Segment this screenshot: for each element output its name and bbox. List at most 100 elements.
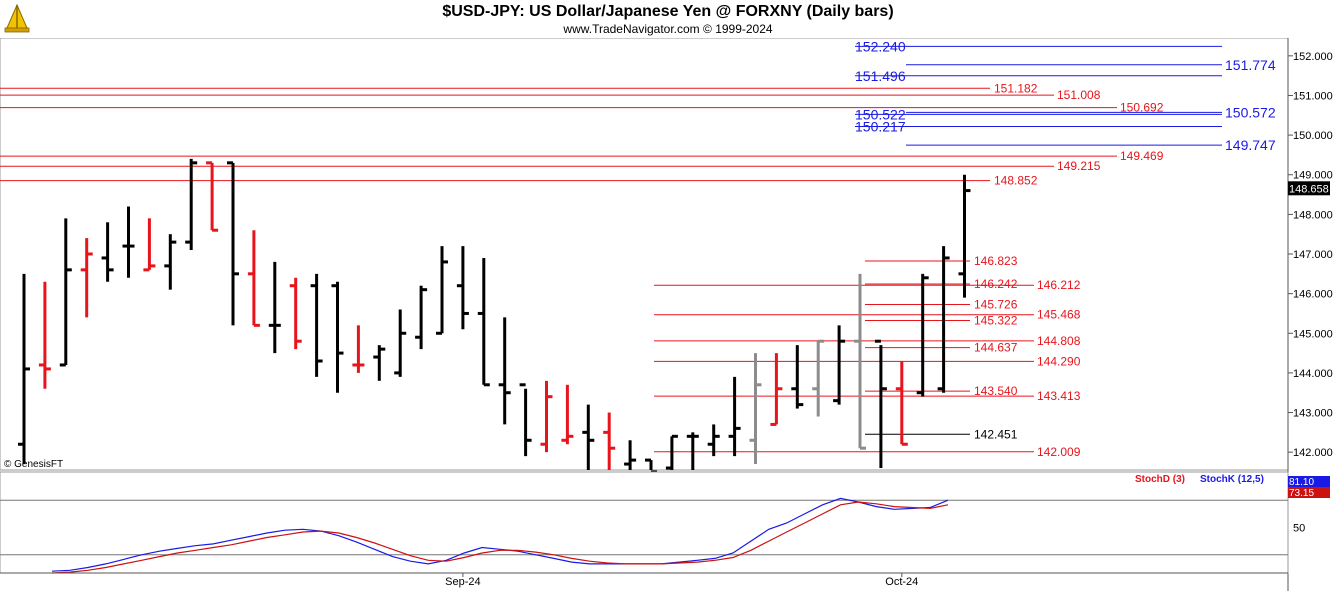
ohlc-bar [227, 161, 239, 326]
stochk-value-tag [1288, 476, 1330, 487]
level-label: 142.009 [1037, 445, 1081, 459]
price-tick-label: 143.000 [1293, 408, 1333, 420]
chart-title: $USD-JPY: US Dollar/Japanese Yen @ FORXN… [442, 3, 894, 20]
ohlc-bar [164, 234, 177, 290]
level-label: 142.451 [974, 427, 1018, 441]
ohlc-bar [854, 273, 866, 450]
trade-navigator-logo-icon [4, 3, 30, 33]
ohlc-bar [895, 361, 908, 446]
level-label: 150.217 [855, 119, 906, 135]
level-label: 151.008 [1057, 88, 1101, 102]
ohlc-bar [268, 261, 281, 354]
level-label: 145.726 [974, 297, 1018, 311]
ohlc-bar [331, 281, 344, 393]
ohlc-bar [749, 353, 762, 465]
ohlc-bar [59, 218, 72, 367]
ohlc-bar [686, 432, 699, 470]
ohlc-bar [477, 257, 490, 387]
price-panel: © GenesisFT [0, 37, 1289, 471]
level-label: 151.496 [855, 68, 906, 84]
stoch-tick-label: 50 [1293, 523, 1305, 535]
level-label: 150.692 [1120, 101, 1164, 115]
ohlc-bar [80, 238, 93, 318]
level-label: 144.637 [974, 341, 1018, 355]
ohlc-bar [916, 273, 929, 397]
price-tick-label: 147.000 [1293, 249, 1333, 261]
chart-header: $USD-JPY: US Dollar/Japanese Yen @ FORXN… [0, 0, 1336, 38]
ohlc-bar [247, 230, 260, 327]
support-resistance-levels: 152.240 151.774 151.496 151.182 151.008 150.6… [0, 38, 1276, 459]
date-axis: Sep-24 Oct-24 [0, 572, 1288, 588]
level-label: 150.522 [855, 106, 906, 122]
stochk-value-label: 81.10 [1289, 477, 1314, 488]
price-tick-label: 152.000 [1293, 51, 1333, 63]
level-label: 146.212 [1037, 278, 1081, 292]
level-label: 151.182 [994, 81, 1038, 95]
ohlc-bar [624, 440, 637, 470]
price-axis-bg [1288, 38, 1336, 470]
last-price-tag [1288, 181, 1330, 196]
ohlc-bar [707, 424, 720, 457]
price-tick-label: 148.000 [1293, 209, 1333, 221]
last-price-label: 148.658 [1289, 183, 1329, 195]
ohlc-bar [958, 174, 971, 298]
ohlc-bar [143, 218, 156, 272]
level-label: 152.240 [855, 38, 906, 54]
price-axis: 142.000 143.000 144.000 145.000 146.000 147.0… [1287, 38, 1336, 591]
price-plot-area [0, 37, 1289, 471]
ohlc-bar [791, 345, 804, 409]
ohlc-bar [665, 434, 678, 470]
ohlc-bar [728, 376, 741, 457]
price-tick-label: 150.000 [1293, 130, 1333, 142]
genesis-watermark: © GenesisFT [4, 459, 63, 470]
stochd-line [51, 501, 949, 574]
ohlc-bar [373, 345, 386, 381]
date-tick-label: Oct-24 [885, 576, 918, 588]
date-tick-label: Sep-24 [445, 576, 480, 588]
level-label: 151.774 [1225, 57, 1276, 73]
chart-subtitle: www.TradeNavigator.com © 1999-2024 [563, 22, 773, 36]
ohlc-bar [456, 246, 469, 330]
ohlc-bar [352, 325, 365, 373]
price-tick-label: 144.000 [1293, 368, 1333, 380]
level-label: 144.808 [1037, 334, 1081, 348]
stochd-value-label: 73.15 [1289, 488, 1314, 499]
ohlc-bar [18, 273, 30, 465]
level-label: 146.823 [974, 254, 1018, 268]
price-tick-label: 151.000 [1293, 90, 1333, 102]
stochd-value-tag [1288, 487, 1330, 498]
ohlc-bars [18, 158, 971, 474]
ohlc-bar [38, 281, 51, 389]
level-label: 149.747 [1225, 137, 1276, 153]
stochk-line [51, 497, 949, 572]
ohlc-bar [310, 273, 323, 377]
price-tick-label: 145.000 [1293, 328, 1333, 340]
ohlc-bar [603, 412, 616, 470]
ohlc-bar [415, 285, 428, 350]
level-label: 143.413 [1037, 389, 1081, 403]
ohlc-bar [937, 246, 950, 393]
ohlc-bar [833, 325, 846, 405]
level-label: 144.290 [1037, 354, 1081, 368]
ohlc-bar [185, 158, 198, 251]
ohlc-bar [770, 353, 783, 426]
price-tick-label: 142.000 [1293, 447, 1333, 459]
ohlc-bar [289, 277, 302, 350]
ohlc-bar [582, 404, 595, 470]
ohlc-bar [101, 222, 114, 282]
level-label: 143.540 [974, 384, 1018, 398]
ohlc-bar [206, 161, 219, 232]
legend-stochk: StochK (12,5) [1200, 474, 1264, 485]
level-label: 145.322 [974, 314, 1018, 328]
price-tick-label: 146.000 [1293, 289, 1333, 301]
ohlc-bar [561, 384, 574, 445]
stoch-plot-area [0, 471, 1289, 574]
ohlc-bar [498, 317, 511, 425]
ohlc-bar [874, 339, 887, 469]
ohlc-bar [394, 309, 407, 377]
level-label: 146.242 [974, 277, 1018, 291]
ohlc-bar [519, 383, 532, 457]
price-tick-label: 149.000 [1293, 170, 1333, 182]
